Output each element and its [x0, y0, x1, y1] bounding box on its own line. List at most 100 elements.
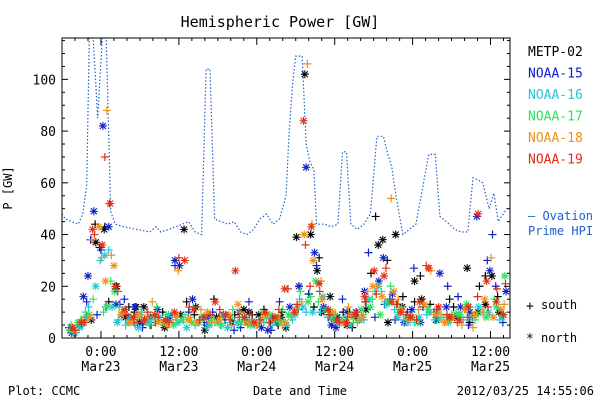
noaa-17-north-point: [217, 321, 226, 330]
x-tick-sublabel: Mar24: [315, 360, 354, 375]
noaa-19-south-point: [315, 287, 324, 296]
noaa-18-north-point: [133, 310, 142, 319]
noaa-17-north-point: [376, 310, 385, 319]
noaa-19-north-point: [380, 271, 389, 280]
noaa-18-north-point: [291, 305, 300, 314]
metp-02-north-point: [410, 277, 419, 286]
x-axis-label: Date and Time: [253, 384, 347, 398]
metp-02-north-point: [87, 315, 96, 324]
metp-02-north-point: [139, 302, 148, 311]
metp-02-south-point: [371, 212, 380, 221]
noaa-17-north-point: [413, 318, 422, 327]
south-label: south: [541, 298, 577, 312]
noaa-18-north-point: [163, 321, 172, 330]
noaa-18-south-point: [227, 321, 236, 330]
noaa-18-north-point: [378, 292, 387, 301]
noaa-19-north-point: [387, 297, 396, 306]
noaa-18-south-point: [235, 308, 244, 317]
metp-02-north-point: [244, 308, 253, 317]
noaa-18-south-point: [196, 305, 205, 314]
noaa-19-north-point: [474, 209, 483, 218]
x-tick-sublabel: Mar23: [159, 360, 198, 375]
noaa-18-north-point: [460, 305, 469, 314]
noaa-17-south-point: [368, 295, 377, 304]
noaa-18-south-point: [478, 308, 487, 317]
noaa-18-south-point: [87, 235, 96, 244]
noaa-15-south-point: [364, 248, 373, 257]
noaa-17-north-point: [178, 315, 187, 324]
noaa-18-north-point: [261, 310, 270, 319]
noaa-19-south-point: [133, 318, 142, 327]
x-tick-label: 0:00: [241, 345, 272, 360]
noaa-17-north-point: [500, 271, 509, 280]
noaa-15-north-point: [257, 323, 266, 332]
noaa-16-north-point: [484, 308, 493, 317]
noaa-15-north-point: [153, 305, 162, 314]
noaa-19-north-point: [150, 310, 159, 319]
noaa-15-south-point: [454, 292, 463, 301]
noaa-15-north-point: [465, 308, 474, 317]
noaa-19-south-point: [473, 292, 482, 301]
noaa-19-north-point: [68, 323, 77, 332]
noaa-15-north-point: [388, 290, 397, 299]
noaa-19-north-point: [455, 315, 464, 324]
noaa-15-south-point: [93, 310, 102, 319]
noaa-19-south-point: [361, 297, 370, 306]
noaa-19-north-point: [307, 222, 316, 231]
noaa-17-south-point: [161, 310, 170, 319]
noaa-18-north-point: [480, 295, 489, 304]
noaa-15-north-point: [442, 302, 451, 311]
noaa-18-north-point: [117, 310, 126, 319]
noaa-19-north-point: [200, 313, 209, 322]
x-tick-sublabel: Mar25: [393, 360, 432, 375]
noaa-15-south-point: [244, 297, 253, 306]
noaa-19-north-point: [161, 315, 170, 324]
noaa-18-south-point: [107, 251, 116, 260]
noaa-19-north-point: [250, 318, 259, 327]
legend: METP-02 NOAA-15 NOAA-16 NOAA-17 NOAA-18 NOAA-…: [528, 45, 583, 168]
y-tick-label: 40: [40, 229, 56, 244]
noaa-19-north-point: [324, 305, 333, 314]
series-noaa-18: [69, 59, 509, 335]
noaa-17-north-point: [276, 318, 285, 327]
noaa-19-south-point: [226, 315, 235, 324]
noaa-19-south-point: [215, 305, 224, 314]
legend-noaa-19: NOAA-19: [528, 153, 583, 168]
noaa-15-north-point: [79, 292, 88, 301]
noaa-19-north-point: [88, 225, 97, 234]
noaa-16-north-point: [319, 292, 328, 301]
noaa-17-south-point: [296, 287, 305, 296]
noaa-19-north-point: [342, 318, 351, 327]
noaa-19-north-point: [370, 266, 379, 275]
noaa-18-north-point: [243, 318, 252, 327]
noaa-18-south-point: [174, 266, 183, 275]
noaa-18-south-point: [387, 194, 396, 203]
noaa-15-north-point: [111, 300, 120, 309]
noaa-18-north-point: [203, 308, 212, 317]
metp-02-south-point: [445, 295, 454, 304]
noaa-17-north-point: [492, 302, 501, 311]
noaa-15-south-point: [409, 264, 418, 273]
y-tick-label: 100: [33, 73, 56, 88]
noaa-17-south-point: [228, 305, 237, 314]
noaa-19-north-point: [280, 284, 289, 293]
noaa-18-south-point: [394, 295, 403, 304]
noaa-19-south-point: [372, 290, 381, 299]
metp-02-north-point: [383, 318, 392, 327]
noaa-15-north-point: [485, 266, 494, 275]
metp-02-north-point: [463, 264, 472, 273]
x-tick-label: 12:00: [159, 345, 198, 360]
x-tick-label: 12:00: [315, 345, 354, 360]
noaa-15-north-point: [285, 302, 294, 311]
noaa-19-north-point: [350, 310, 359, 319]
noaa-18-north-point: [126, 318, 135, 327]
noaa-15-south-point: [443, 282, 452, 291]
noaa-18-north-point: [496, 305, 505, 314]
noaa-19-north-point: [77, 318, 86, 327]
noaa-18-north-point: [318, 295, 327, 304]
noaa-18-south-point: [303, 59, 312, 68]
noaa-19-south-point: [381, 264, 390, 273]
noaa-17-north-point: [284, 310, 293, 319]
x-tick-label: 0:00: [397, 345, 428, 360]
noaa-19-north-point: [445, 313, 454, 322]
